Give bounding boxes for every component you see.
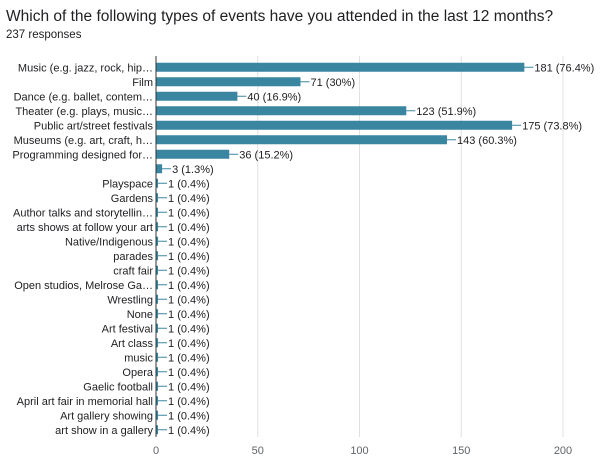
bar <box>156 367 159 377</box>
category-label: Author talks and storytellin… <box>13 207 153 219</box>
gridlines <box>257 56 564 437</box>
category-label: Theater (e.g. plays, music… <box>15 106 153 118</box>
value-label: 123 (51.9%) <box>416 106 476 118</box>
value-label: 1 (0.4%) <box>168 396 210 408</box>
bar <box>156 106 407 116</box>
bar <box>156 265 159 275</box>
bar <box>156 91 238 101</box>
category-label: Museums (e.g. art, craft, h… <box>14 135 153 147</box>
bar <box>156 425 159 435</box>
x-tick-label: 0 <box>153 445 159 457</box>
x-tick-labels: 0 50 100 150 200 <box>153 445 572 457</box>
bar <box>156 77 301 87</box>
bar <box>156 120 513 130</box>
value-label: 1 (0.4%) <box>168 367 210 379</box>
value-label: 1 (0.4%) <box>168 410 210 422</box>
bar <box>156 309 159 319</box>
category-labels: Music (e.g. jazz, rock, hip… Film Dance (e… <box>12 62 154 437</box>
value-label: 1 (0.4%) <box>168 193 210 205</box>
bar <box>156 207 159 217</box>
bar <box>156 381 159 391</box>
category-label: arts shows at follow your art <box>17 222 153 234</box>
value-label: 1 (0.4%) <box>168 338 210 350</box>
bars <box>156 62 525 435</box>
category-label: Opera <box>122 367 153 379</box>
value-label: 36 (15.2%) <box>239 149 293 161</box>
value-label: 3 (1.3%) <box>172 164 214 176</box>
value-label: 1 (0.4%) <box>168 352 210 364</box>
x-tick-label: 150 <box>452 445 470 457</box>
response-count: 237 responses <box>6 29 82 41</box>
category-label: Open studios, Melrose Ga… <box>14 280 153 292</box>
value-label: 1 (0.4%) <box>168 425 210 437</box>
value-label: 1 (0.4%) <box>168 323 210 335</box>
bar <box>156 396 159 406</box>
bar <box>156 222 159 232</box>
category-label: Music (e.g. jazz, rock, hip… <box>18 62 153 74</box>
category-label: Native/Indigenous <box>65 236 154 248</box>
category-label: Gardens <box>111 193 154 205</box>
chart-title: Which of the following types of events h… <box>6 8 554 25</box>
category-label: Art gallery showing <box>60 410 153 422</box>
category-label: Art class <box>111 338 154 350</box>
category-label: Playspace <box>102 178 153 190</box>
bar <box>156 352 159 362</box>
category-label: Dance (e.g. ballet, contem… <box>14 91 153 103</box>
bar <box>156 236 159 246</box>
bar <box>156 164 163 174</box>
value-label: 1 (0.4%) <box>168 178 210 190</box>
category-label: Programming designed for… <box>12 149 153 161</box>
category-label: Gaelic football <box>83 381 153 393</box>
category-label: art show in a gallery <box>55 425 153 437</box>
x-tick-label: 200 <box>554 445 572 457</box>
bar <box>156 62 525 72</box>
category-label: Film <box>132 77 153 89</box>
value-label: 1 (0.4%) <box>168 251 210 263</box>
category-label: April art fair in memorial hall <box>17 396 153 408</box>
bar <box>156 280 159 290</box>
category-label: parades <box>113 251 153 263</box>
value-label: 1 (0.4%) <box>168 294 210 306</box>
category-label: None <box>127 309 153 321</box>
bar <box>156 135 448 145</box>
value-label: 1 (0.4%) <box>168 381 210 393</box>
bar <box>156 338 159 348</box>
category-label: Art festival <box>102 323 153 335</box>
value-label: 175 (73.8%) <box>522 120 582 132</box>
value-label: 40 (16.9%) <box>247 91 301 103</box>
bar <box>156 323 159 333</box>
bar <box>156 193 159 203</box>
value-label: 181 (76.4%) <box>534 62 594 74</box>
category-label: Public art/street festivals <box>34 120 154 132</box>
bar <box>156 410 159 420</box>
value-label: 1 (0.4%) <box>168 280 210 292</box>
value-label: 1 (0.4%) <box>168 207 210 219</box>
value-label: 1 (0.4%) <box>168 265 210 277</box>
value-labels: 181 (76.4%) 71 (30%) 40 (16.9%) 123 (51.9%)… <box>158 62 594 437</box>
value-label: 1 (0.4%) <box>168 309 210 321</box>
value-label: 1 (0.4%) <box>168 222 210 234</box>
value-label: 1 (0.4%) <box>168 236 210 248</box>
bar <box>156 251 159 261</box>
category-label: Wrestling <box>107 294 153 306</box>
x-tick-label: 50 <box>252 445 264 457</box>
category-label: craft fair <box>113 265 153 277</box>
value-label: 143 (60.3%) <box>457 135 517 147</box>
bar <box>156 294 159 304</box>
value-label: 71 (30%) <box>310 77 355 89</box>
bar <box>156 149 230 159</box>
bar <box>156 178 159 188</box>
x-tick-label: 100 <box>350 445 368 457</box>
category-label: music <box>124 352 153 364</box>
